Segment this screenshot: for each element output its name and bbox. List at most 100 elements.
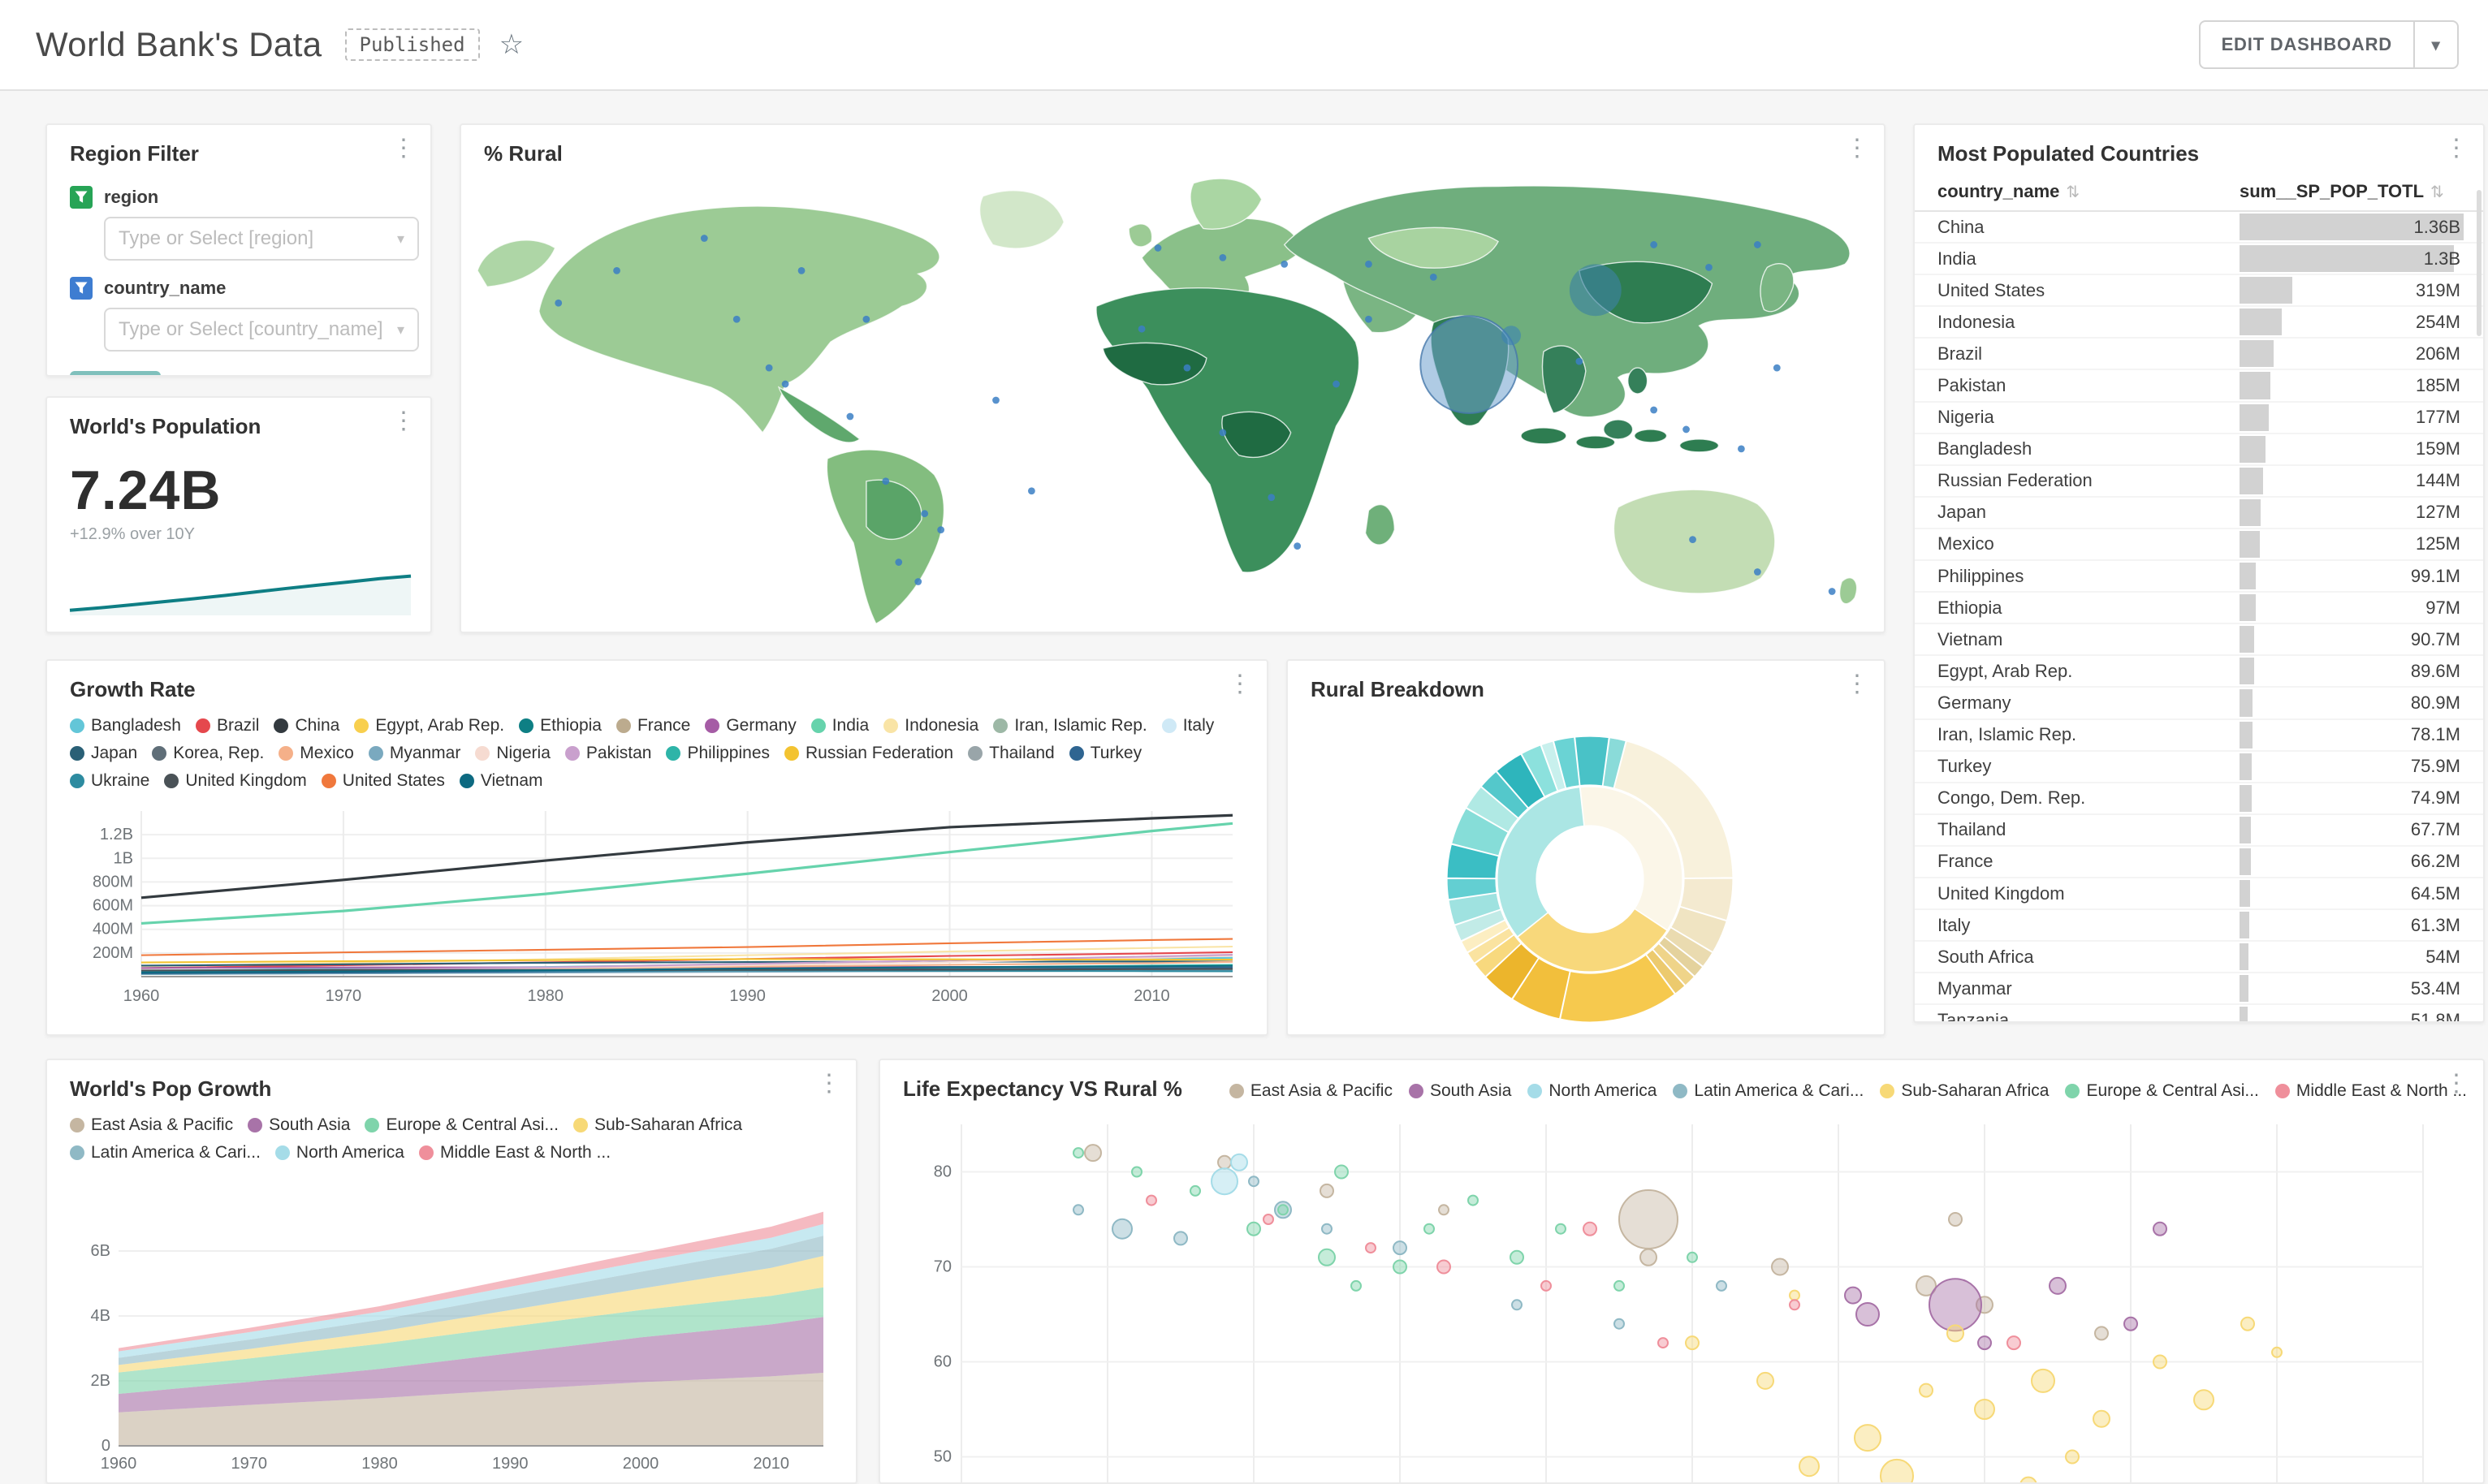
legend-item[interactable]: Europe & Central Asi... — [2065, 1081, 2259, 1101]
population-cell: 78.1M — [2240, 720, 2464, 750]
population-value: 67.7M — [2410, 819, 2460, 840]
country-name-cell: Italy — [1937, 914, 1971, 935]
legend-item[interactable]: Mexico — [279, 741, 354, 766]
population-cell: 90.7M — [2240, 624, 2464, 654]
legend-item[interactable]: East Asia & Pacific — [70, 1113, 233, 1137]
filter-field-label: region — [104, 187, 159, 207]
legend-item[interactable]: Ethiopia — [519, 714, 602, 738]
legend-color-dot — [1161, 718, 1177, 733]
scatter-bubble — [1789, 1299, 1800, 1311]
svg-text:1960: 1960 — [123, 987, 160, 1005]
legend-item[interactable]: Germany — [705, 714, 797, 738]
kebab-menu-icon[interactable]: ⋮ — [1845, 135, 1869, 162]
legend-item[interactable]: Middle East & North ... — [418, 1141, 611, 1165]
legend-item[interactable]: Nigeria — [475, 741, 551, 766]
value-bar — [2240, 689, 2253, 717]
scatter-bubble — [2006, 1335, 2021, 1351]
table-header: country_name ⇅ sum__SP_POP_TOTL ⇅ — [1915, 173, 2483, 212]
svg-text:60: 60 — [934, 1353, 952, 1371]
legend-item[interactable]: Europe & Central Asi... — [365, 1113, 559, 1137]
kebab-menu-icon[interactable]: ⋮ — [391, 135, 416, 162]
legend-item[interactable]: India — [810, 714, 869, 738]
column-header-country[interactable]: country_name ⇅ — [1937, 181, 2080, 201]
legend-item[interactable]: Myanmar — [368, 741, 460, 766]
table-row: Congo, Dem. Rep. 74.9M — [1915, 783, 2483, 815]
legend-item[interactable]: North America — [1527, 1081, 1657, 1101]
legend-item[interactable]: Sub-Saharan Africa — [1880, 1081, 2049, 1101]
svg-text:200M: 200M — [93, 944, 133, 962]
filter-select[interactable]: Type or Select [region] ▾ — [104, 217, 419, 261]
legend-color-dot — [1673, 1084, 1688, 1098]
legend-item[interactable]: France — [616, 714, 690, 738]
legend-color-dot — [784, 746, 800, 761]
favorite-star-icon[interactable]: ☆ — [499, 29, 525, 60]
donut-outer-segment — [1448, 892, 1501, 925]
legend-color-dot — [564, 746, 580, 761]
svg-text:2B: 2B — [91, 1372, 110, 1390]
legend-item[interactable]: South Asia — [248, 1113, 350, 1137]
legend-item[interactable]: United Kingdom — [164, 769, 307, 793]
legend-item[interactable]: Philippines — [666, 741, 770, 766]
area-band — [119, 1287, 823, 1394]
scatter-bubble — [1510, 1249, 1524, 1265]
legend-color-dot — [70, 1145, 84, 1160]
legend-item[interactable]: United States — [321, 769, 445, 793]
legend-item[interactable]: Middle East & North ... — [2274, 1081, 2467, 1101]
legend-item[interactable]: North America — [274, 1141, 404, 1165]
population-cell: 61.3M — [2240, 910, 2464, 940]
legend-item[interactable]: Sub-Saharan Africa — [572, 1113, 742, 1137]
donut-outer-segment — [1520, 744, 1558, 797]
legend-color-dot — [1527, 1084, 1543, 1098]
svg-text:0: 0 — [102, 1437, 110, 1455]
legend-color-dot — [274, 718, 289, 733]
kebab-menu-icon[interactable]: ⋮ — [391, 408, 416, 434]
table-row: Iran, Islamic Rep. 78.1M — [1915, 720, 2483, 752]
kebab-menu-icon[interactable]: ⋮ — [1228, 671, 1252, 697]
filter-select[interactable]: Type or Select [country_name] ▾ — [104, 308, 419, 352]
edit-dashboard-button[interactable]: EDIT DASHBOARD — [2198, 20, 2415, 69]
legend-item[interactable]: Latin America & Cari... — [70, 1141, 261, 1165]
card-title: % Rural — [484, 141, 563, 166]
legend-item[interactable]: Iran, Islamic Rep. — [993, 714, 1147, 738]
value-bar — [2240, 848, 2251, 875]
column-header-population[interactable]: sum__SP_POP_TOTL ⇅ — [2240, 181, 2444, 201]
dashboard-menu-button[interactable]: ▾ — [2413, 20, 2459, 69]
population-cell: 54M — [2240, 942, 2464, 972]
region-alaska — [477, 239, 556, 288]
legend-item[interactable]: Indonesia — [883, 714, 978, 738]
scatter-bubble — [1929, 1278, 1982, 1332]
dashboard-header: World Bank's Data Published ☆ EDIT DASHB… — [0, 0, 2488, 91]
legend-item[interactable]: Bangladesh — [70, 714, 181, 738]
sort-icon: ⇅ — [2430, 183, 2444, 201]
legend-item[interactable]: Thailand — [968, 741, 1055, 766]
region-central-africa — [1221, 411, 1292, 459]
legend-item[interactable]: Italy — [1161, 714, 1214, 738]
legend-item[interactable]: Japan — [70, 741, 137, 766]
legend-item[interactable]: Korea, Rep. — [152, 741, 264, 766]
legend-item[interactable]: Turkey — [1069, 741, 1142, 766]
scatter-bubble — [1974, 1399, 1995, 1420]
legend-item[interactable]: Egypt, Arab Rep. — [354, 714, 504, 738]
scatter-bubble — [2019, 1476, 2037, 1482]
apply-button[interactable]: APPLY — [70, 371, 161, 375]
legend-color-dot — [666, 746, 681, 761]
legend-item[interactable]: Vietnam — [459, 769, 543, 793]
kebab-menu-icon[interactable]: ⋮ — [1845, 671, 1869, 697]
kebab-menu-icon[interactable]: ⋮ — [2444, 135, 2469, 162]
legend-item[interactable]: Russian Federation — [784, 741, 953, 766]
country-name-cell: United Kingdom — [1937, 882, 2065, 904]
legend-item[interactable]: Ukraine — [70, 769, 149, 793]
kebab-menu-icon[interactable]: ⋮ — [817, 1070, 841, 1097]
legend-item[interactable]: Pakistan — [564, 741, 651, 766]
legend-item[interactable]: South Asia — [1408, 1081, 1511, 1101]
table-row: Germany 80.9M — [1915, 688, 2483, 720]
population-value: 97M — [2425, 597, 2460, 618]
kebab-menu-icon[interactable]: ⋮ — [2444, 1070, 2469, 1097]
scatter-bubble — [2153, 1354, 2167, 1370]
legend-item[interactable]: China — [274, 714, 339, 738]
legend-item[interactable]: Latin America & Cari... — [1673, 1081, 1864, 1101]
legend-item[interactable]: Brazil — [195, 714, 259, 738]
donut-outer-segment — [1460, 919, 1510, 953]
legend-item[interactable]: East Asia & Pacific — [1229, 1081, 1393, 1101]
table-scrollbar[interactable] — [2477, 190, 2482, 336]
